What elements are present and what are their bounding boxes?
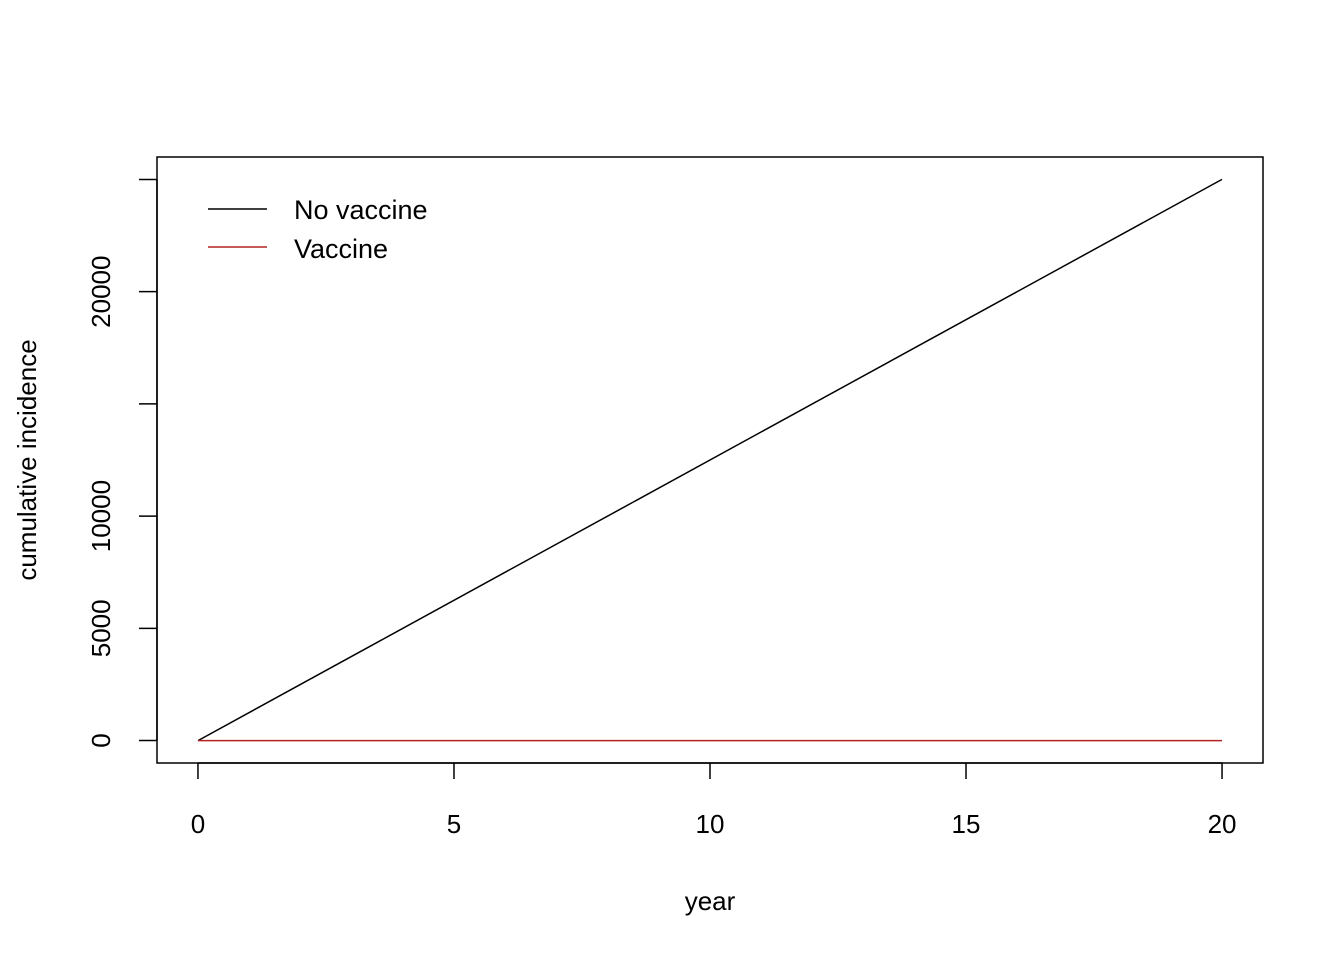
- y-axis: 0 5000 10000 20000: [86, 178, 158, 748]
- x-axis: 0 5 10 15 20: [191, 762, 1237, 839]
- y-tick-label: 10000: [86, 480, 116, 552]
- x-tick-label: 0: [191, 809, 205, 839]
- y-axis-title: cumulative incidence: [12, 339, 42, 580]
- x-tick-label: 15: [952, 809, 981, 839]
- x-tick-label: 5: [447, 809, 461, 839]
- legend: No vaccine Vaccine: [208, 195, 428, 264]
- x-tick-label: 10: [696, 809, 725, 839]
- legend-label-vaccine: Vaccine: [294, 234, 388, 264]
- x-tick-label: 20: [1208, 809, 1237, 839]
- y-tick-label: 5000: [86, 599, 116, 657]
- y-tick-label: 0: [86, 733, 116, 747]
- legend-label-no-vaccine: No vaccine: [294, 195, 428, 225]
- x-axis-title: year: [685, 886, 736, 916]
- y-tick-label: 20000: [86, 256, 116, 328]
- series-line-0: [197, 178, 1223, 742]
- series-layer: [197, 178, 1223, 742]
